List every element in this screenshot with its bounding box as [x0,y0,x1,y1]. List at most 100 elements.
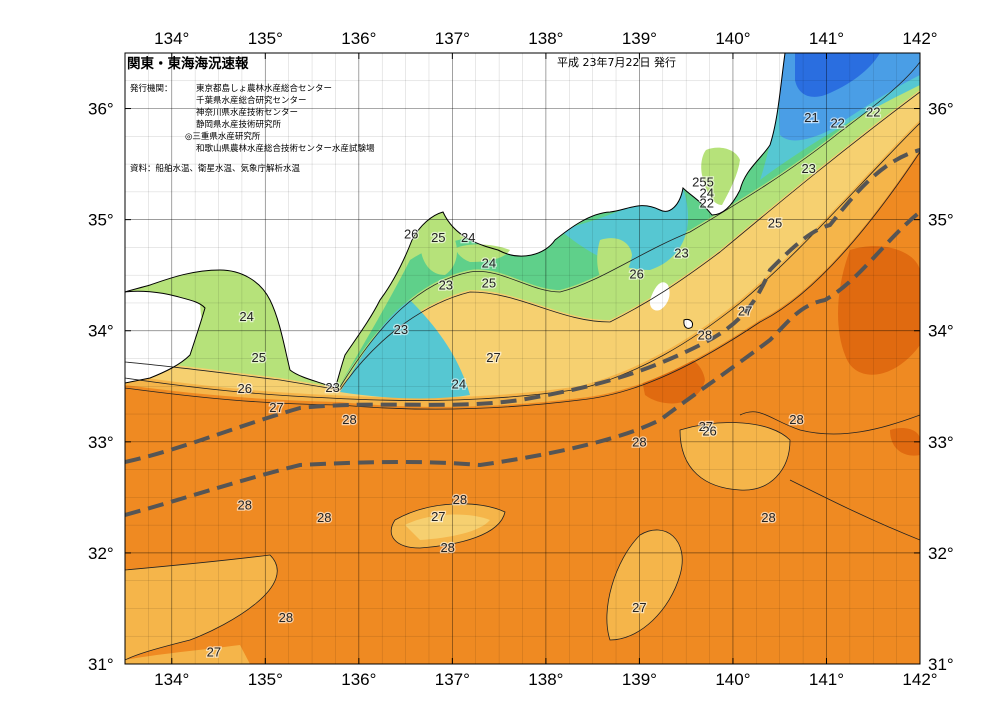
lon-label-top: 137° [435,29,470,48]
issuer-1: 東京都島しょ農林水産総合センター [196,83,332,94]
kuroshio-axis-north [125,148,920,464]
isotherm-label: 28 [789,412,803,427]
isotherm-label: 24 [452,377,466,392]
isotherm-label: 26 [629,267,643,282]
isotherm-label: 27 [486,350,500,365]
isotherm-label: 24 [239,309,253,324]
zone-29-east-small [890,428,920,456]
isotherm-label: 25 [768,216,782,231]
lat-label-left: 35° [88,211,114,230]
isotherm-label: 23 [439,278,453,293]
lon-label-top: 135° [248,29,283,48]
isotherm-label: 28 [440,540,454,555]
lon-label-bottom: 139° [622,670,657,689]
isotherm-line [789,479,920,541]
isotherm-label: 28 [342,412,356,427]
issuer-label: 発行機関： [130,83,173,94]
lat-label-right: 31° [928,655,954,674]
lon-label-bottom: 138° [528,670,563,689]
lon-label-top: 138° [528,29,563,48]
kuroshio-axis-south [125,210,920,517]
isotherm-label: 22 [700,196,714,211]
header-block: 関東・東海海況速報 平成 23年7月22日 発行 発行機関： 東京都島しょ農林水… [127,55,676,174]
shikoku-land [125,291,205,383]
isotherm-label: 22 [830,116,844,131]
coastline [125,53,786,389]
isotherm-label: 25 [482,276,496,291]
isotherm-label: 24 [482,256,496,271]
honshu-land [125,53,785,388]
coastline-honshu [125,53,786,389]
lon-label-bottom: 134° [154,670,189,689]
lon-label-bottom: 142° [902,670,937,689]
lat-label-left: 34° [88,322,114,341]
isotherm-label: 23 [394,322,408,337]
isotherm-label: 27 [431,509,445,524]
isotherm-label: 27 [699,419,713,434]
isotherm-label: 27 [738,303,752,318]
axis-labels: 134° 134° 135° 135° 136° 136° 137° 137° 138° 138°… [88,29,954,689]
izu-oshima [683,319,693,329]
isotherm-label: 24 [461,230,475,245]
issue-date: 平成 23年7月22日 発行 [557,55,676,69]
issuer-4: 静岡県水産技術研究所 [196,119,282,130]
zone-27-south-band [125,555,278,664]
lat-label-left: 31° [88,655,114,674]
lat-label-left: 33° [88,433,114,452]
lon-label-top: 141° [809,29,844,48]
isotherm-label: 26 [404,227,418,242]
mikawa-bay-water [456,244,510,262]
osaka-bay-water [200,292,265,362]
lon-label-bottom: 135° [248,670,283,689]
isotherm-label: 24 [700,186,714,201]
map-title: 関東・東海海況速報 [127,55,249,72]
isotherm-label: 28 [698,328,712,343]
issuer-2: 千葉県水産総合研究センター [196,95,307,106]
lon-label-top: 134° [154,29,189,48]
isotherm-label: 27 [269,400,283,415]
lon-label-top: 140° [715,29,750,48]
isotherm-line [125,554,278,661]
map-frame [124,52,921,665]
isotherm-label: 26 [702,423,716,438]
lat-label-right: 33° [928,433,954,452]
zone-23-band [340,53,920,399]
isotherm-label: 255 [692,174,714,189]
lon-label-bottom: 136° [341,670,376,689]
lon-label-bottom: 141° [809,670,844,689]
issuer-3: 神奈川県水産技術センター [196,107,298,118]
zone-21-cold-core [795,53,880,97]
coastline-izu-oshima [683,319,693,329]
minor-grid [125,53,920,664]
lat-label-left: 32° [88,544,114,563]
isotherm-line [125,151,920,410]
axis-ticks [125,53,921,665]
zone-27-izu-south [606,529,683,640]
isotherm-label: 23 [801,161,815,176]
isotherm-line [739,411,920,435]
kuroshio-axis [125,148,920,517]
isotherm-label: 28 [632,434,646,449]
isotherm-label: 25 [431,230,445,245]
isotherm-label: 25 [252,350,266,365]
isotherm-line [390,503,506,549]
isotherm-line [339,61,920,388]
isotherm-label: 22 [866,104,880,119]
data-source: 資料：船舶水温、衛星水温、気象庁解析水温 [130,163,301,174]
isotherm-label: 21 [804,110,818,125]
isotherm-label: 27 [207,644,221,659]
lat-label-left: 36° [88,100,114,119]
isotherm-label: 23 [325,380,339,395]
lat-label-right: 36° [928,100,954,119]
lon-label-bottom: 137° [435,670,470,689]
isotherm-line [125,91,920,391]
lat-label-right: 35° [928,211,954,230]
izu-peninsula [649,282,670,311]
tokyo-bay-water [701,147,740,205]
lon-label-top: 142° [902,29,937,48]
lon-label-bottom: 140° [715,670,750,689]
coastline-shikoku [125,290,206,384]
lat-label-right: 32° [928,544,954,563]
